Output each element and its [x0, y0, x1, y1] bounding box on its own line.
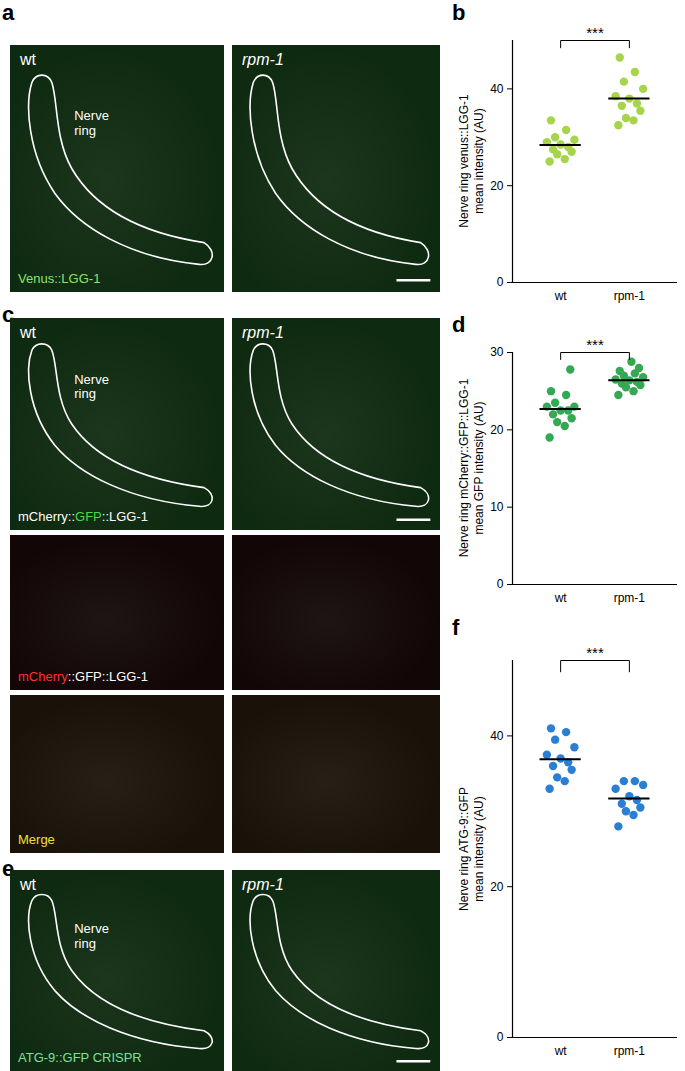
html-text:mCherry::GFP::LGG-1: mCherry::GFP::LGG-1	[18, 669, 148, 684]
html-text:Nerve ring ATG-9::GFP mean int: Nerve ring ATG-9::GFP mean intensity (AU…	[457, 786, 486, 911]
html-text:Nerve ring mCherry::GFP::LGG-1: Nerve ring mCherry::GFP::LGG-1 mean GFP …	[457, 378, 486, 558]
svg-text:0: 0	[497, 1030, 504, 1044]
html-text:mCherry:: GFP::LGG-1: mCherry:: GFP::LGG-1	[18, 509, 148, 524]
svg-text:40: 40	[490, 82, 504, 96]
html-text:Nerve ring: Nerve ring	[74, 108, 109, 138]
svg-text:20: 20	[490, 179, 504, 193]
html-text:rpm-1: rpm-1	[242, 51, 284, 68]
html-text:Nerve ring: Nerve ring	[74, 372, 109, 402]
html-text:Nerve ring venus::LGG-1 mean i: Nerve ring venus::LGG-1 mean intensity (…	[457, 94, 486, 228]
html-text:d: d	[452, 312, 466, 337]
svg-text:***: ***	[586, 644, 604, 661]
svg-text:rpm-1: rpm-1	[614, 1044, 646, 1058]
html-text:Nerve ring: Nerve ring	[74, 921, 109, 951]
html-text:rpm-1: rpm-1	[242, 324, 284, 341]
html-text:wt: wt	[20, 876, 36, 893]
svg-text:***: ***	[586, 336, 604, 353]
svg-text:wt: wt	[554, 289, 568, 303]
svg-text:***: ***	[586, 24, 604, 41]
html-text:Merge: Merge	[18, 832, 55, 847]
html-text:f: f	[452, 615, 460, 640]
html-text:rpm-1: rpm-1	[242, 876, 284, 893]
html-text:wt: wt	[20, 324, 36, 341]
svg-text:0: 0	[497, 577, 504, 591]
svg-text:10: 10	[490, 500, 504, 514]
html-text:e: e	[2, 856, 15, 881]
svg-text:wt: wt	[554, 591, 568, 605]
html-text:Venus::LGG-1: Venus::LGG-1	[18, 271, 101, 286]
svg-text:30: 30	[490, 345, 504, 359]
html-text:ATG-9::GFP CRISPR: ATG-9::GFP CRISPR	[18, 1050, 142, 1065]
html-text:wt: wt	[20, 51, 36, 68]
svg-text:40: 40	[490, 729, 504, 743]
svg-text:20: 20	[490, 423, 504, 437]
html-text:b: b	[452, 0, 466, 25]
svg-text:wt: wt	[554, 1044, 568, 1058]
svg-text:rpm-1: rpm-1	[614, 289, 646, 303]
svg-text:20: 20	[490, 880, 504, 894]
html-text:a: a	[2, 0, 15, 25]
svg-text:0: 0	[497, 275, 504, 289]
svg-text:rpm-1: rpm-1	[614, 591, 646, 605]
html-text:c: c	[2, 302, 15, 327]
